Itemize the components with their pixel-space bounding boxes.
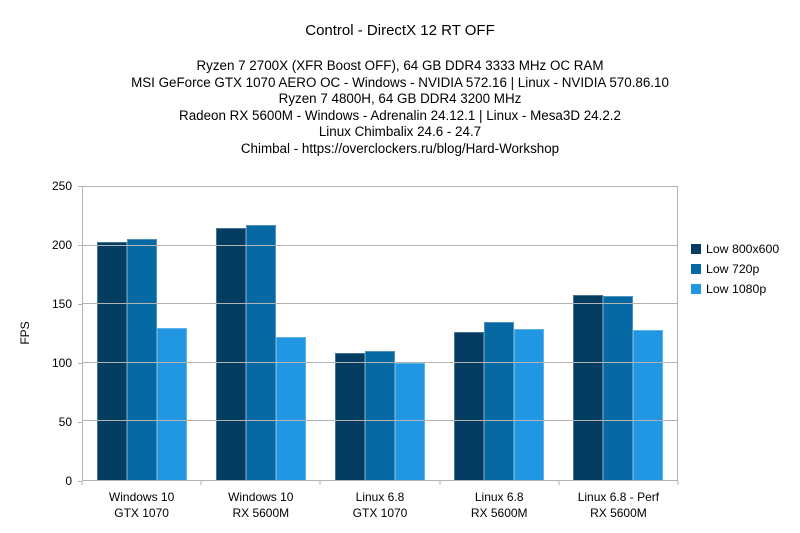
legend-item: Low 1080p [691,282,779,296]
bar [632,329,663,480]
y-tick-label: 200 [51,238,72,252]
x-tickmark [677,481,679,485]
y-tickmark [78,303,82,305]
subtitle-line: Linux Chimbalix 24.6 - 24.7 [318,124,482,140]
x-tickmark [81,481,83,485]
chart-title: Control - DirectX 12 RT OFF [305,22,495,39]
gridline [83,244,677,246]
y-axis-tickmarks [78,185,82,482]
x-axis-label-line: RX 5600M [470,505,528,520]
bar-group [439,187,558,480]
subtitle-line: Ryzen 7 4800H, 64 GB DDR4 3200 MHz [278,91,522,107]
y-tickmark [78,421,82,423]
x-axis-label-line: RX 5600M [232,505,290,520]
y-tickmark [78,185,82,187]
bar [572,294,603,480]
x-tickmark [439,481,441,485]
bar [483,321,514,480]
x-axis-label-line: Windows 10 [108,490,175,504]
bar [453,332,484,480]
y-tick-label: 150 [51,297,72,311]
bar-groups [83,187,677,480]
bar-group [83,187,202,480]
plot-area [82,186,678,481]
x-axis-label-line: Linux 6.8 - Perf [577,490,660,504]
subtitle-line: Chimbal - https://overclockers.ru/blog/H… [240,140,560,156]
legend-label: Low 1080p [706,282,767,296]
subtitle-line: Ryzen 7 2700X (XFR Boost OFF), 64 GB DDR… [196,58,604,73]
subtitle-line: MSI GeForce GTX 1070 AERO OC - Windows -… [131,74,669,90]
x-axis-label: Linux 6.8 RX 5600M [440,490,559,521]
x-axis-label-line: GTX 1070 [352,505,408,520]
y-tick-label: 50 [58,415,72,429]
bar [394,362,425,480]
legend-label: Low 720p [706,262,760,276]
y-tick-label: 250 [51,179,72,193]
x-axis-label-line: RX 5600M [590,505,647,520]
x-axis-label-line: GTX 1070 [114,505,169,520]
bar [513,328,544,480]
x-axis-label: Windows 10 RX 5600M [201,490,320,521]
bar [97,242,128,480]
x-axis-tickmarks [81,481,679,486]
y-tickmark [78,480,82,482]
x-axis-label-line: Windows 10 [228,490,294,504]
x-axis-labels: Windows 10 GTX 1070 Windows 10 RX 5600M Linu… [82,490,678,521]
bar [127,238,158,480]
legend-swatch-icon [691,284,701,294]
y-tick-label: 100 [51,356,72,370]
bar-group [202,187,321,480]
bar [602,296,633,480]
legend-swatch-icon [691,244,701,254]
x-tickmark [200,481,202,485]
legend-item: Low 720p [691,262,779,276]
legend-swatch-icon [691,264,701,274]
x-axis-label: Windows 10 GTX 1070 [82,490,201,521]
gridline [83,361,677,363]
y-tick-label: 0 [65,474,72,488]
legend-item: Low 800x600 [691,242,780,256]
bar [246,224,277,480]
bar [364,351,395,480]
subtitle-line: Radeon RX 5600M - Windows - Adrenalin 24… [179,107,621,123]
bar [157,327,188,480]
y-tickmark [78,244,82,246]
bar [334,353,365,480]
bar [216,228,247,480]
x-axis-label-line: Linux 6.8 [474,490,524,504]
legend-label: Low 800x600 [706,242,780,256]
y-tickmark [78,362,82,364]
x-axis-label: Linux 6.8 - Perf RX 5600M [559,490,678,521]
gridline [83,420,677,422]
x-axis-label: Linux 6.8 GTX 1070 [320,490,439,521]
bar-group [558,187,677,480]
x-tickmark [319,481,321,485]
x-tickmark [558,481,560,485]
legend: Low 800x600 Low 720p Low 1080p [691,242,780,303]
bar [276,337,307,480]
gridline [83,303,677,305]
bar-group [321,187,440,480]
chart-subtitle: Ryzen 7 2700X (XFR Boost OFF), 64 GB DDR… [0,58,800,158]
x-axis-label-line: Linux 6.8 [355,490,405,504]
y-axis-labels: 0 50 100 150 200 250 [0,179,74,488]
